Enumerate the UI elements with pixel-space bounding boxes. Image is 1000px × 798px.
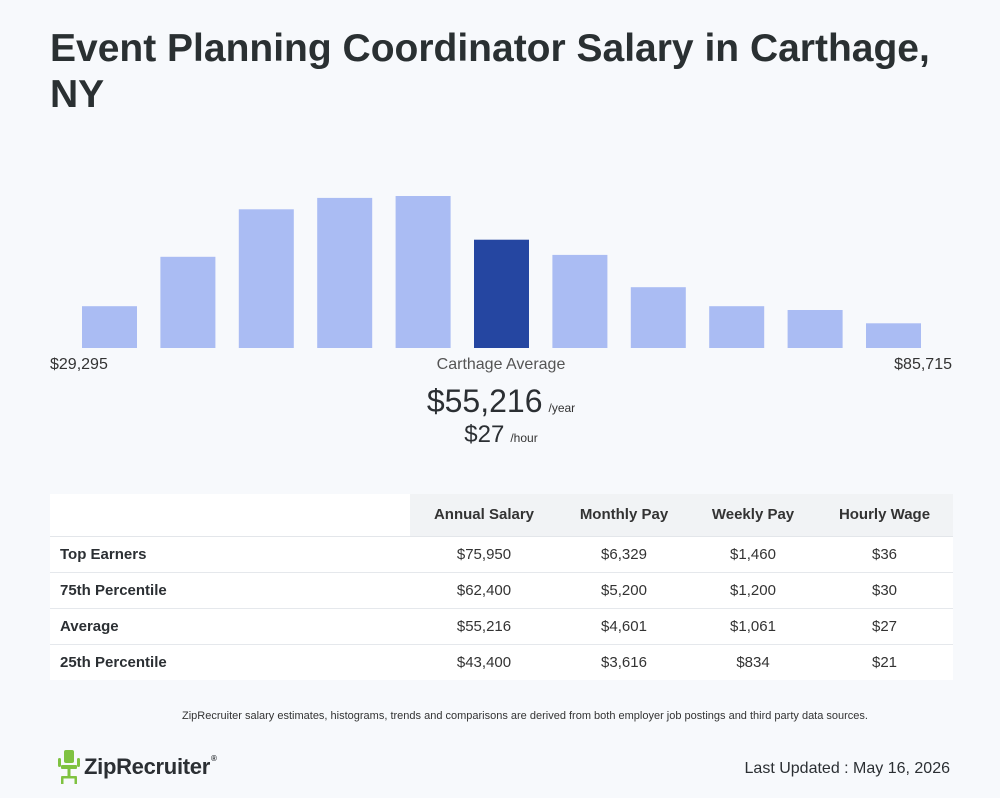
row-label: Average [50,608,410,645]
average-annual: $55,216/year [0,383,1000,420]
histogram-bar [238,209,294,348]
cell-weekly: $1,460 [690,536,816,573]
axis-center-label: Carthage Average [436,356,566,373]
last-updated: Last Updated : May 16, 2026 [744,760,950,777]
axis-min-label: $29,295 [50,356,108,373]
histogram-bar-average [474,239,529,348]
cell-hourly: $36 [816,536,953,573]
salary-table: Annual Salary Monthly Pay Weekly Pay Hou… [50,494,953,680]
histogram-bar [787,310,843,348]
row-label: Top Earners [50,536,410,573]
row-label: 25th Percentile [60,653,167,671]
data-source-note: ZipRecruiter salary estimates, histogram… [182,710,868,722]
average-annual-value: $55,216 [426,383,543,419]
cell-annual: $55,216 [410,608,558,645]
logo-wordmark: ZipRecruiter [84,754,210,779]
histogram-bar [317,197,373,348]
table-row: Average $55,216 $4,601 $1,061 $27 [50,608,953,645]
cell-hourly: $21 [871,653,898,671]
cell-weekly: $1,200 [690,572,816,609]
table-row: 75th Percentile $62,400 $5,200 $1,200 $3… [50,572,953,609]
histogram-bar [866,323,921,348]
table-header-hourly: Hourly Wage [816,494,953,537]
table-header-row: Annual Salary Monthly Pay Weekly Pay Hou… [50,494,953,537]
histogram-bar [160,256,216,348]
cell-monthly: $6,329 [558,536,690,573]
average-hourly: $27/hour [0,421,1000,449]
table-row: Top Earners $75,950 $6,329 $1,460 $36 [50,536,953,573]
cell-hourly: $27 [816,608,953,645]
cell-annual: $75,950 [410,536,558,573]
logo-text: ZipRecruiter® [84,754,217,780]
axis-max-label: $85,715 [894,356,952,373]
table-header-annual: Annual Salary [410,494,558,537]
table-row: 25th Percentile $43,400 $3,616 $834 $21 [50,644,953,680]
ziprecruiter-logo[interactable]: ZipRecruiter® [58,750,217,784]
cell-monthly: $4,601 [558,608,690,645]
row-label: 75th Percentile [50,572,410,609]
cell-monthly: $3,616 [601,653,647,671]
logo-trademark: ® [210,754,217,763]
histogram-bar [709,306,765,348]
cell-annual: $62,400 [410,572,558,609]
average-hourly-value: $27 [464,421,505,448]
histogram-bar [395,196,451,348]
cell-weekly: $1,061 [690,608,816,645]
salary-histogram [82,196,921,348]
table-header-weekly: Weekly Pay [690,494,816,537]
table-header-monthly: Monthly Pay [558,494,690,537]
average-hourly-unit: /hour [510,431,538,445]
page-title: Event Planning Coordinator Salary in Car… [50,27,930,116]
histogram-bar [552,254,608,348]
ziprecruiter-chair-icon [58,750,80,784]
average-annual-unit: /year [548,401,576,415]
cell-hourly: $30 [816,572,953,609]
cell-annual: $43,400 [456,653,512,671]
histogram-bar [630,287,686,348]
table-header-blank [50,494,410,537]
histogram-bar [82,306,137,348]
cell-weekly: $834 [736,653,770,671]
cell-monthly: $5,200 [558,572,690,609]
